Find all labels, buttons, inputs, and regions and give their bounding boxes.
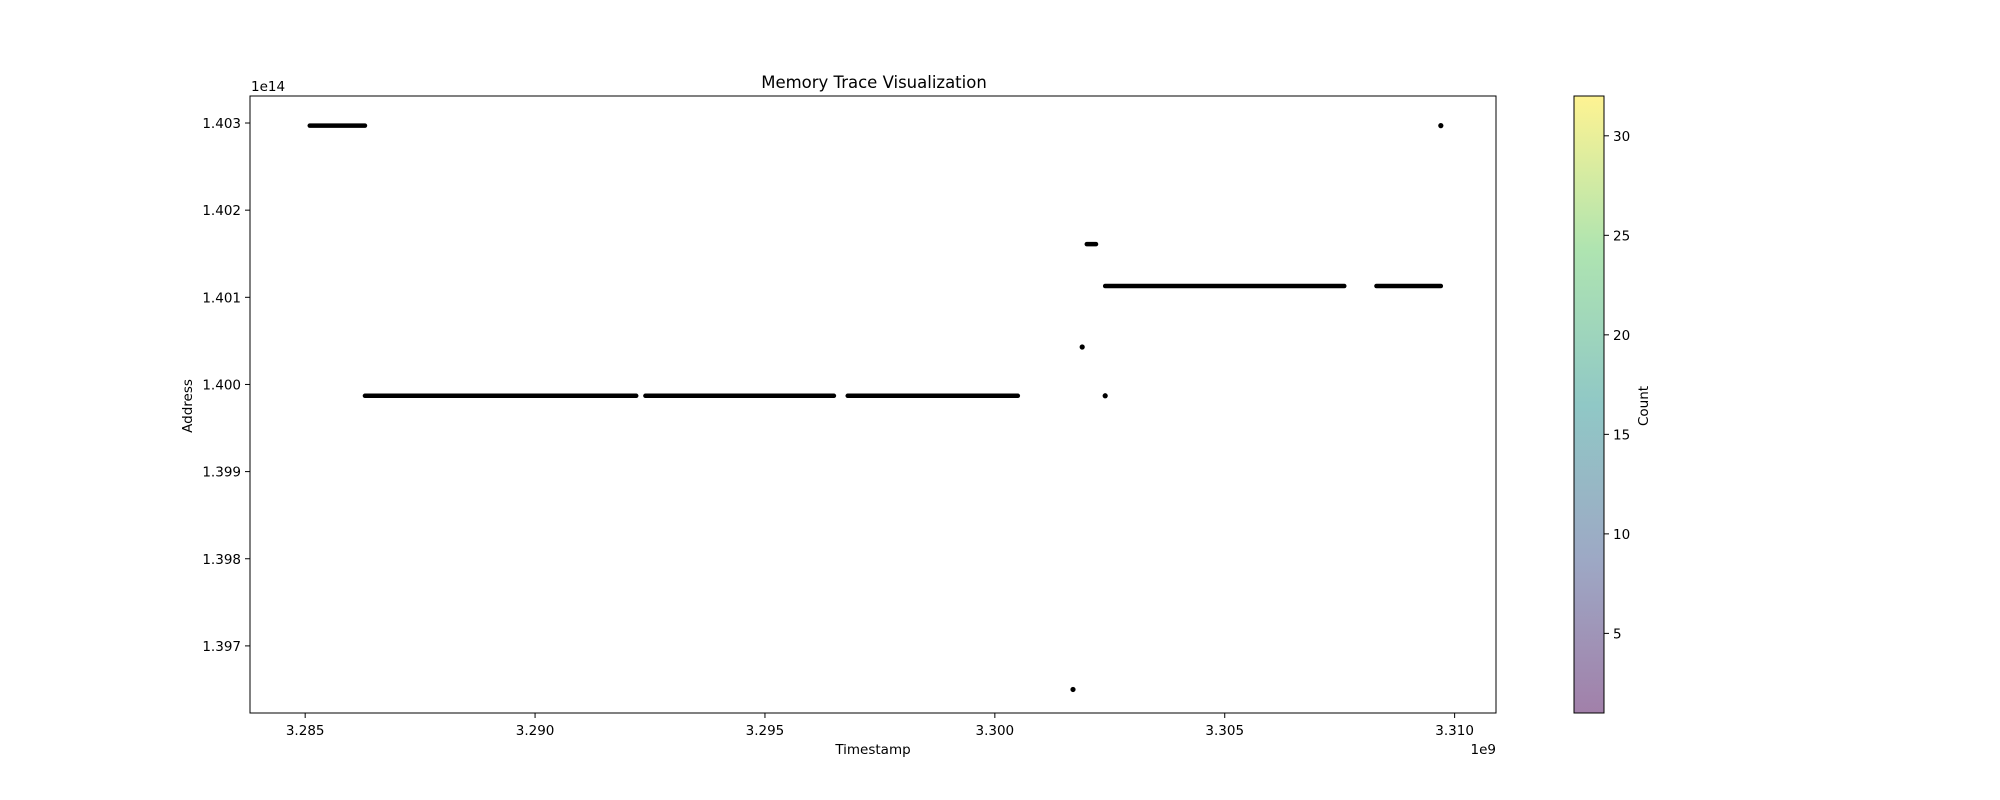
y-tick-label: 1.397 <box>202 639 241 655</box>
x-tick-label: 3.285 <box>286 723 325 739</box>
colorbar-tick-label: 20 <box>1613 328 1630 344</box>
trace-point <box>1102 393 1108 399</box>
colorbar-tick-label: 10 <box>1613 527 1630 543</box>
trace-point <box>1438 123 1444 129</box>
x-axis-offset-label: 1e9 <box>1471 742 1496 758</box>
y-tick-label: 1.398 <box>202 552 241 568</box>
colorbar-tick-label: 25 <box>1613 228 1630 244</box>
y-axis-label: Address <box>180 379 196 433</box>
x-tick-label: 3.290 <box>516 723 555 739</box>
y-tick-label: 1.400 <box>202 377 241 393</box>
x-tick-label: 3.305 <box>1205 723 1244 739</box>
x-tick-label: 3.310 <box>1435 723 1474 739</box>
colorbar <box>1574 96 1604 713</box>
y-tick-label: 1.399 <box>202 465 241 481</box>
y-axis-offset-label: 1e14 <box>251 79 285 95</box>
x-tick-label: 3.300 <box>976 723 1015 739</box>
colorbar-tick-label: 15 <box>1613 427 1630 443</box>
y-tick-label: 1.401 <box>202 290 241 306</box>
x-axis-ticks: 3.285 3.290 3.295 3.300 3.305 3.310 <box>286 713 1474 739</box>
trace-point <box>1079 344 1085 350</box>
colorbar-tick-label: 30 <box>1613 129 1630 145</box>
x-axis-label: Timestamp <box>834 742 910 758</box>
data-marks <box>307 123 1444 693</box>
colorbar-ticks: 5 10 15 20 25 30 <box>1604 129 1630 642</box>
x-tick-label: 3.295 <box>746 723 785 739</box>
colorbar-frame <box>1573 95 1605 714</box>
y-tick-label: 1.403 <box>202 116 241 132</box>
y-tick-label: 1.402 <box>202 203 241 219</box>
plot-area <box>249 95 1497 714</box>
colorbar-tick-label: 5 <box>1613 626 1622 642</box>
trace-point <box>1070 686 1076 693</box>
chart-title: Memory Trace Visualization <box>761 73 987 92</box>
colorbar-label: Count <box>1636 386 1652 426</box>
y-axis-ticks: 1.397 1.398 1.399 1.400 1.401 1.402 1.403 <box>202 116 250 655</box>
